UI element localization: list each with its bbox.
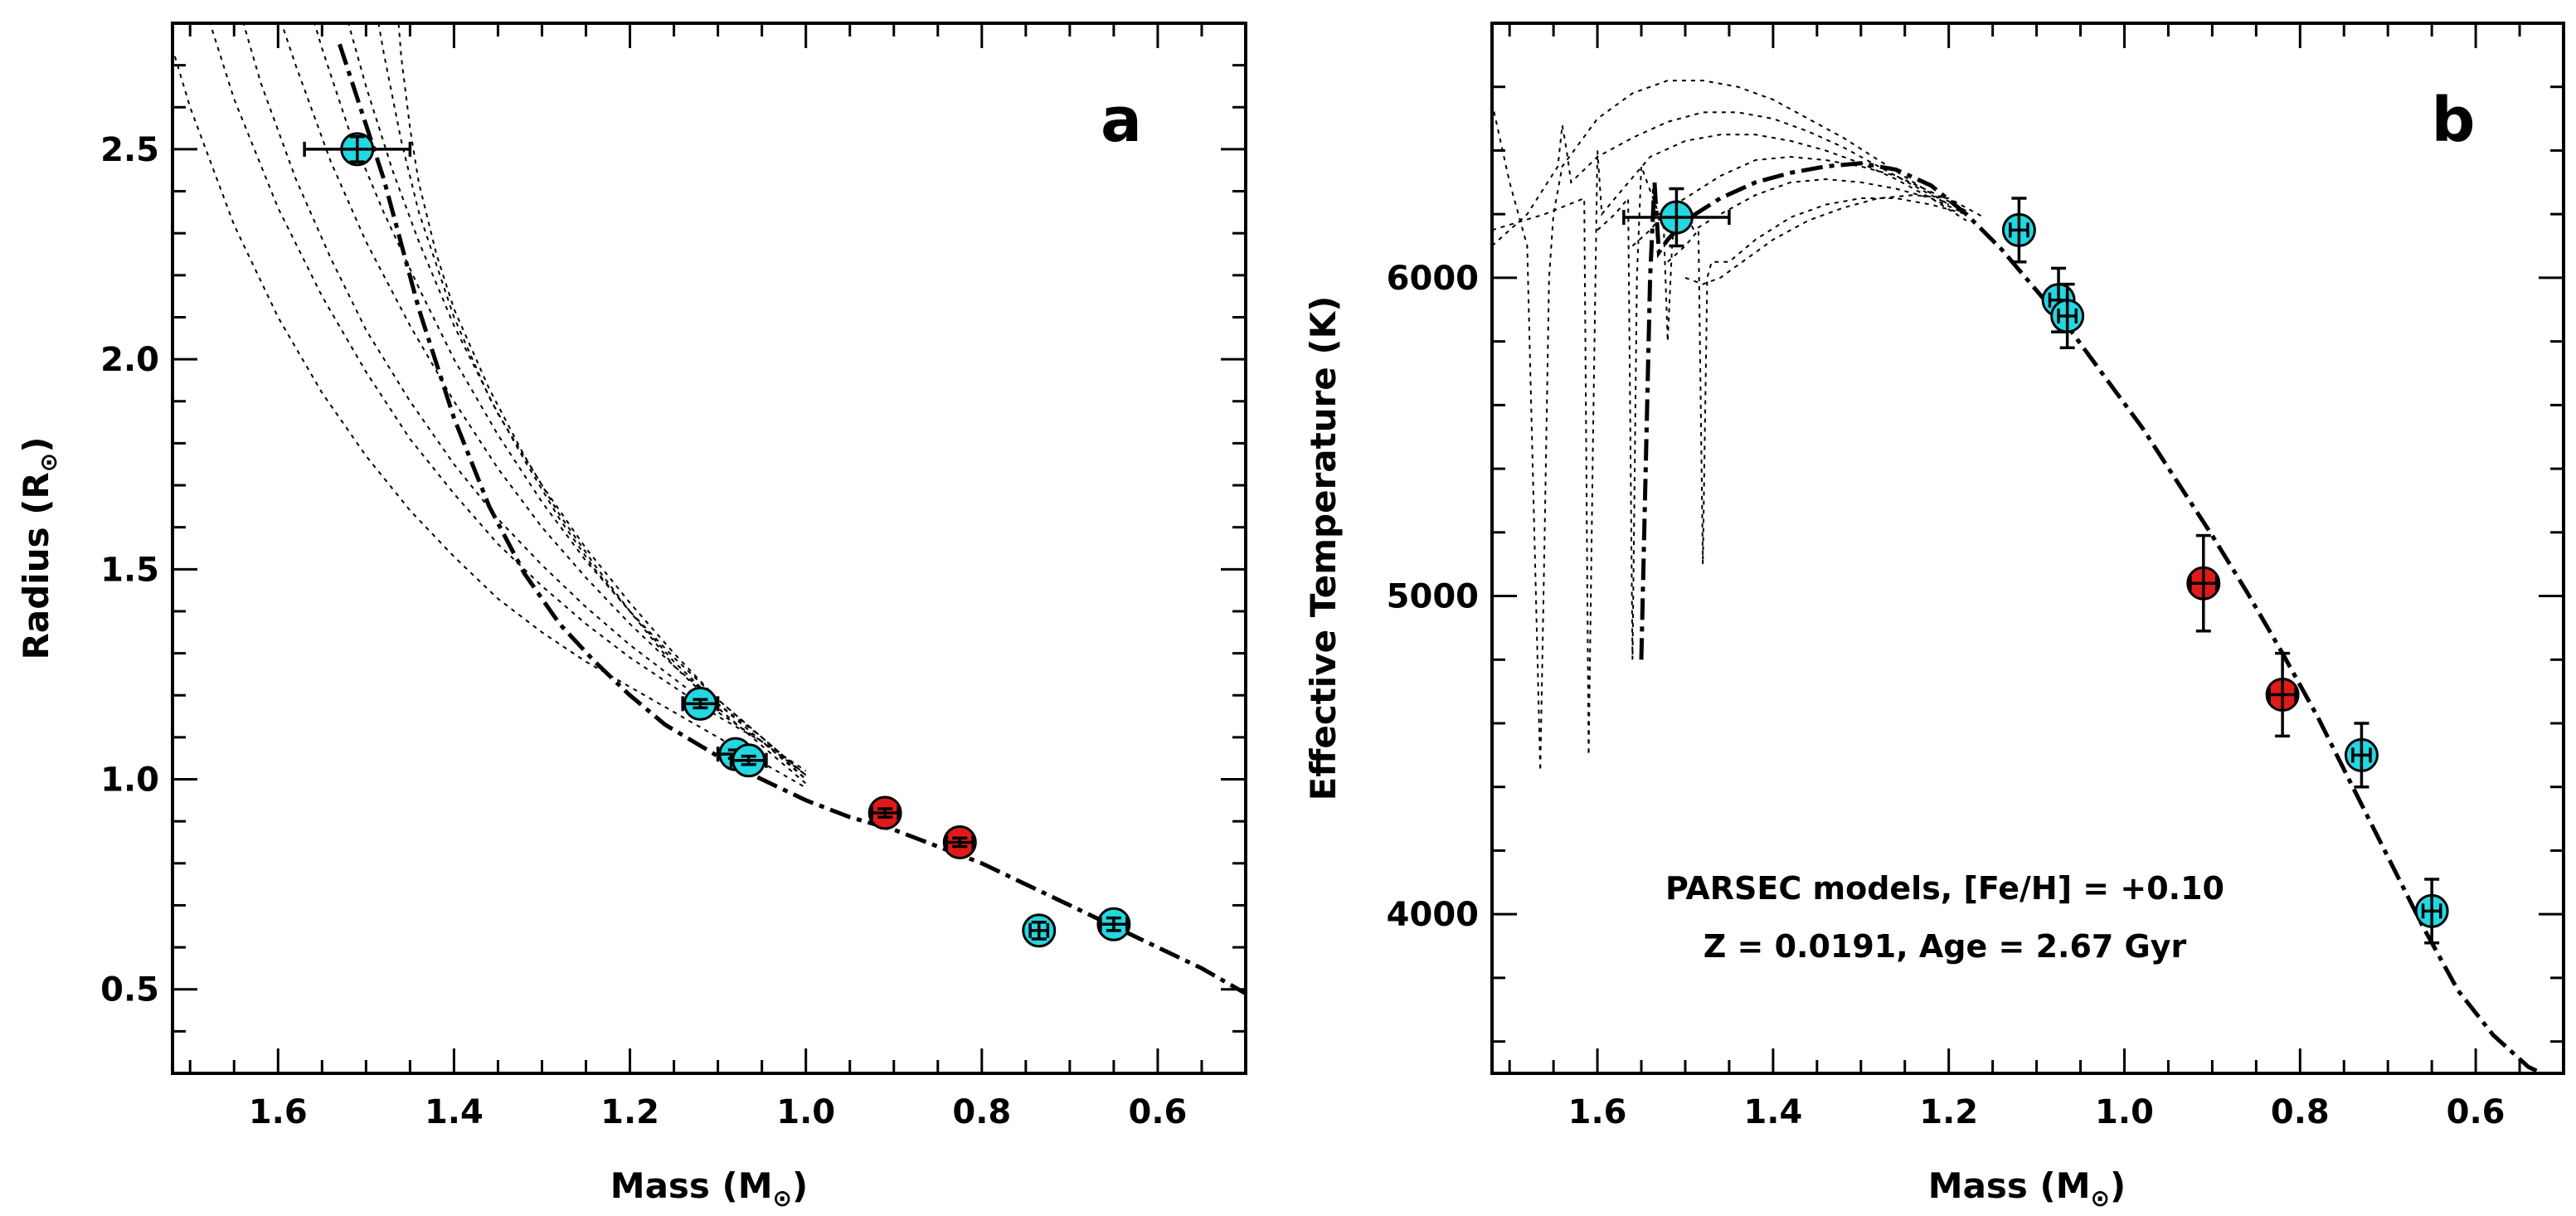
panel-a-isochrone-line (313, 23, 807, 776)
panel-b-annotation-line-1: PARSEC models, [Fe/H] = +0.10 (1665, 870, 2224, 907)
panel-b-frame (1490, 22, 2565, 1075)
panel-a-data-point (1096, 907, 1131, 941)
panel-a-data-point (1022, 913, 1057, 948)
panel-a-isochrone-line (280, 23, 807, 776)
x-tick-label: 1.0 (2095, 1093, 2154, 1131)
panel-b-y-axis-label: Effective Temperature (K) (1303, 296, 1344, 801)
panel-b-data-point (2414, 878, 2449, 945)
x-tick-label: 1.4 (1743, 1093, 1802, 1131)
y-tick-label: 2.0 (100, 341, 159, 379)
y-tick-label: 4000 (1387, 896, 1479, 934)
x-tick-label: 1.0 (776, 1093, 835, 1131)
x-tick-label: 1.2 (600, 1093, 659, 1131)
panel-b-data-point (1622, 187, 1731, 248)
panel-a-isochrone-line (209, 23, 807, 772)
y-tick-label: 1.0 (100, 761, 159, 800)
panel-b-data-point (2050, 282, 2085, 350)
y-tick-label: 5000 (1387, 578, 1479, 616)
panel-a: 1.6 1.4 1.2 1.0 0.8 0.6 0.5 1.0 1.5 2.0 2.5 a Mass… (16, 22, 1247, 1212)
panel-b-isochrone-line (1492, 80, 1950, 771)
x-tick-label: 1.4 (425, 1093, 484, 1131)
panel-a-best-fit-isochrone (338, 43, 1246, 995)
panel-a-isochrone-line (173, 45, 807, 789)
panel-a-data-point (729, 743, 768, 778)
panel-b-data-point (2186, 533, 2221, 633)
panel-a-isochrone-line (242, 23, 807, 776)
x-tick-label: 1.6 (1568, 1093, 1627, 1131)
panel-a-data-points (303, 132, 1131, 948)
y-tick-label: 1.5 (100, 551, 159, 589)
panel-a-x-axis-label: Mass (M⊙) (610, 1165, 808, 1212)
panel-b-label: b (2432, 85, 2476, 156)
panel-a-data-point (868, 795, 902, 830)
y-tick-label: 2.5 (100, 131, 159, 169)
panel-a-y-axis-label: Radius (R⊙) (16, 437, 62, 660)
panel-a-isochrones (173, 23, 807, 789)
panel-a-data-point (303, 132, 412, 167)
panel-b-isochrone-line (1597, 156, 1967, 660)
panel-b-isochrone-line (1492, 111, 1950, 247)
x-tick-label: 0.6 (2447, 1093, 2506, 1131)
panel-a-data-point (681, 686, 720, 721)
x-tick-label: 1.6 (249, 1093, 308, 1131)
panel-b-ticks: 1.6 1.4 1.2 1.0 0.8 0.6 4000 5000 6000 (1387, 22, 2565, 1131)
panel-b-isochrone-line (1667, 197, 1967, 565)
x-tick-label: 0.8 (952, 1093, 1011, 1131)
panel-b-data-point (2001, 197, 2036, 264)
panel-b-isochrone-line (1492, 134, 1967, 756)
panel-a-label: a (1101, 85, 1142, 156)
panel-b-x-axis-label: Mass (M⊙) (1928, 1165, 2126, 1212)
x-tick-label: 1.2 (1919, 1093, 1978, 1131)
y-tick-label: 0.5 (100, 971, 159, 1009)
panel-a-ticks: 1.6 1.4 1.2 1.0 0.8 0.6 0.5 1.0 1.5 2.0 2.5 (100, 22, 1247, 1131)
panel-b-best-fit-isochrone (1639, 161, 2547, 1073)
panel-b-data-points (1622, 187, 2449, 945)
panel-b-isochrones (1492, 80, 1985, 771)
panel-b: 1.6 1.4 1.2 1.0 0.8 0.6 4000 5000 6000 b PARSEC … (1303, 22, 2565, 1212)
panel-b-data-point (2344, 722, 2379, 789)
panel-a-frame (171, 22, 1247, 1075)
panel-b-annotation-line-2: Z = 0.0191, Age = 2.67 Gyr (1704, 928, 2187, 965)
x-tick-label: 0.8 (2271, 1093, 2330, 1131)
panel-a-isochrone-line (397, 23, 807, 785)
panel-a-data-point (942, 824, 977, 859)
y-tick-label: 6000 (1387, 260, 1479, 298)
panel-b-data-point (2265, 651, 2300, 738)
x-tick-label: 0.6 (1129, 1093, 1188, 1131)
panel-b-isochrone-line (1684, 194, 1985, 285)
